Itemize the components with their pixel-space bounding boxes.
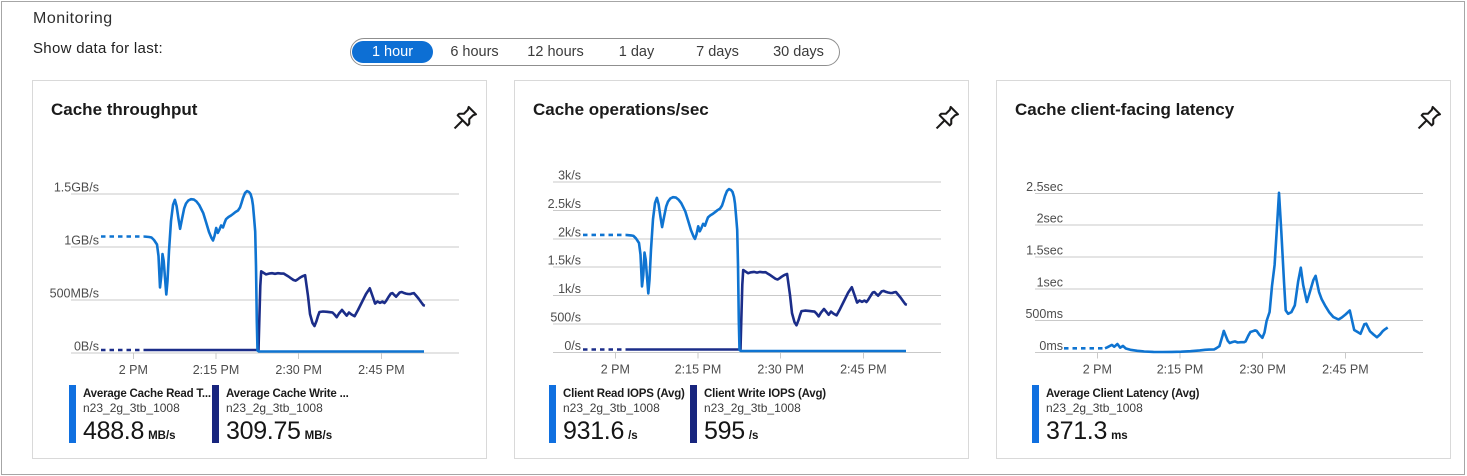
svg-text:1.5GB/s: 1.5GB/s (54, 180, 99, 194)
svg-text:500MB/s: 500MB/s (50, 286, 99, 300)
svg-text:500/s: 500/s (550, 311, 581, 325)
svg-text:2sec: 2sec (1037, 212, 1063, 226)
svg-text:2.5k/s: 2.5k/s (548, 197, 581, 211)
svg-text:2 PM: 2 PM (601, 362, 630, 376)
svg-text:500ms: 500ms (1025, 307, 1063, 321)
svg-text:2 PM: 2 PM (1083, 362, 1112, 376)
svg-text:2.5sec: 2.5sec (1026, 180, 1063, 194)
svg-text:2:45 PM: 2:45 PM (1322, 362, 1369, 376)
svg-text:2:30 PM: 2:30 PM (1239, 362, 1286, 376)
svg-text:2:45 PM: 2:45 PM (358, 363, 405, 377)
svg-text:3k/s: 3k/s (558, 169, 581, 183)
svg-text:1k/s: 1k/s (558, 282, 581, 296)
svg-text:2 PM: 2 PM (119, 363, 148, 377)
svg-text:0ms: 0ms (1039, 339, 1063, 353)
svg-text:1.5k/s: 1.5k/s (548, 254, 581, 268)
svg-text:0/s: 0/s (564, 339, 581, 353)
svg-text:2:30 PM: 2:30 PM (757, 362, 804, 376)
svg-text:0B/s: 0B/s (74, 339, 99, 353)
svg-text:2:45 PM: 2:45 PM (840, 362, 887, 376)
svg-text:2:15 PM: 2:15 PM (193, 363, 240, 377)
svg-text:2:30 PM: 2:30 PM (275, 363, 322, 377)
svg-text:2k/s: 2k/s (558, 225, 581, 239)
svg-text:1sec: 1sec (1037, 275, 1063, 289)
svg-text:2:15 PM: 2:15 PM (1157, 362, 1204, 376)
svg-text:2:15 PM: 2:15 PM (675, 362, 722, 376)
svg-text:1.5sec: 1.5sec (1026, 244, 1063, 258)
svg-text:1GB/s: 1GB/s (64, 233, 99, 247)
